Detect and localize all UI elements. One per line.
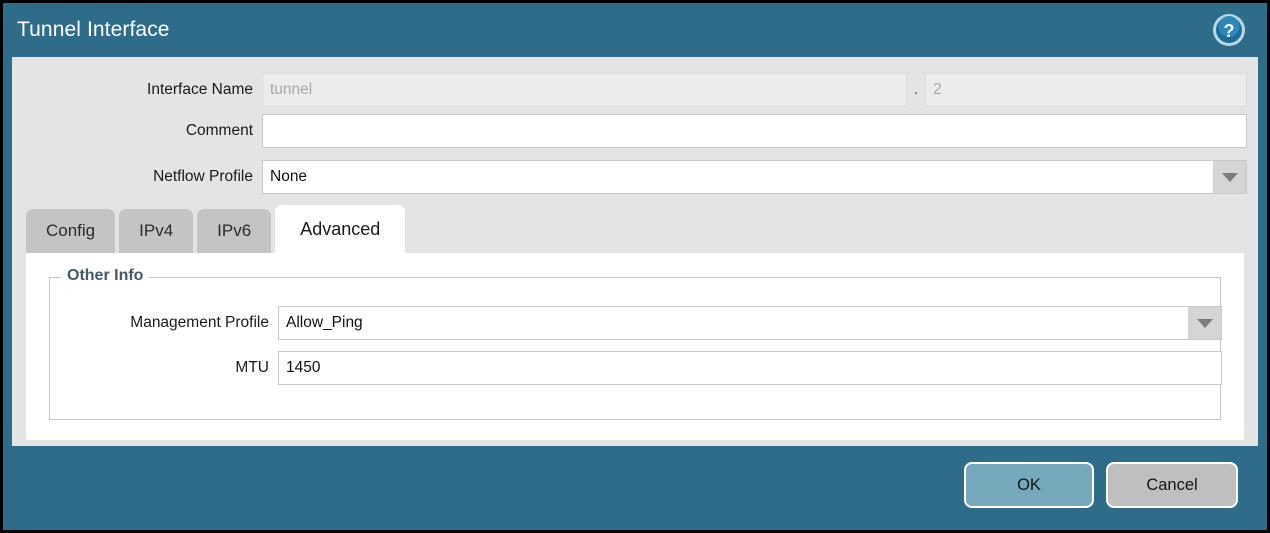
tab-config[interactable]: Config xyxy=(26,209,116,253)
management-profile-label: Management Profile xyxy=(130,314,269,331)
tunnel-interface-dialog: Tunnel Interface ? Interface Name . Comm… xyxy=(3,3,1267,530)
netflow-profile-value[interactable] xyxy=(262,160,1213,194)
tab-ipv4-label: IPv4 xyxy=(139,221,174,240)
mtu-row: MTU xyxy=(50,351,1222,385)
chevron-down-icon[interactable] xyxy=(1213,160,1247,194)
svg-text:?: ? xyxy=(1224,21,1235,41)
tab-advanced-label: Advanced xyxy=(300,218,381,239)
cancel-button[interactable]: Cancel xyxy=(1106,462,1238,508)
dialog-title: Tunnel Interface xyxy=(17,18,170,41)
mtu-input[interactable] xyxy=(278,351,1222,385)
netflow-profile-select[interactable] xyxy=(262,160,1247,194)
help-question-icon[interactable]: ? xyxy=(1212,13,1246,47)
ok-button[interactable]: OK xyxy=(964,462,1094,508)
interface-name-separator: . xyxy=(913,81,919,98)
chevron-down-icon[interactable] xyxy=(1188,306,1222,340)
tab-config-label: Config xyxy=(46,221,96,240)
netflow-profile-row: Netflow Profile xyxy=(12,160,1247,194)
comment-row: Comment xyxy=(12,114,1247,148)
interface-name-label: Interface Name xyxy=(147,81,253,98)
management-profile-select[interactable] xyxy=(278,306,1222,340)
dialog-titlebar: Tunnel Interface ? xyxy=(3,3,1267,57)
management-profile-value[interactable] xyxy=(278,306,1188,340)
interface-name-row: Interface Name . xyxy=(12,73,1247,107)
tab-bar: Config IPv4 IPv6 Advanced xyxy=(26,205,406,253)
comment-input[interactable] xyxy=(262,114,1247,148)
tab-ipv6-label: IPv6 xyxy=(217,221,252,240)
netflow-profile-label: Netflow Profile xyxy=(153,168,253,185)
mtu-label: MTU xyxy=(235,359,269,376)
tab-ipv4[interactable]: IPv4 xyxy=(119,209,194,253)
tab-ipv6[interactable]: IPv6 xyxy=(197,209,272,253)
interface-name-suffix-input xyxy=(925,73,1247,107)
comment-label: Comment xyxy=(185,122,253,139)
interface-name-prefix-input xyxy=(262,73,907,107)
other-info-legend: Other Info xyxy=(61,267,150,285)
dialog-footer: OK Cancel xyxy=(3,446,1267,530)
dialog-body: Interface Name . Comment Netflow Profile… xyxy=(12,57,1258,446)
tab-advanced[interactable]: Advanced xyxy=(275,205,406,253)
tab-content-advanced: Other Info Management Profile MTU xyxy=(26,253,1244,440)
management-profile-row: Management Profile xyxy=(50,306,1222,340)
other-info-fieldset: Other Info Management Profile MTU xyxy=(49,267,1222,420)
